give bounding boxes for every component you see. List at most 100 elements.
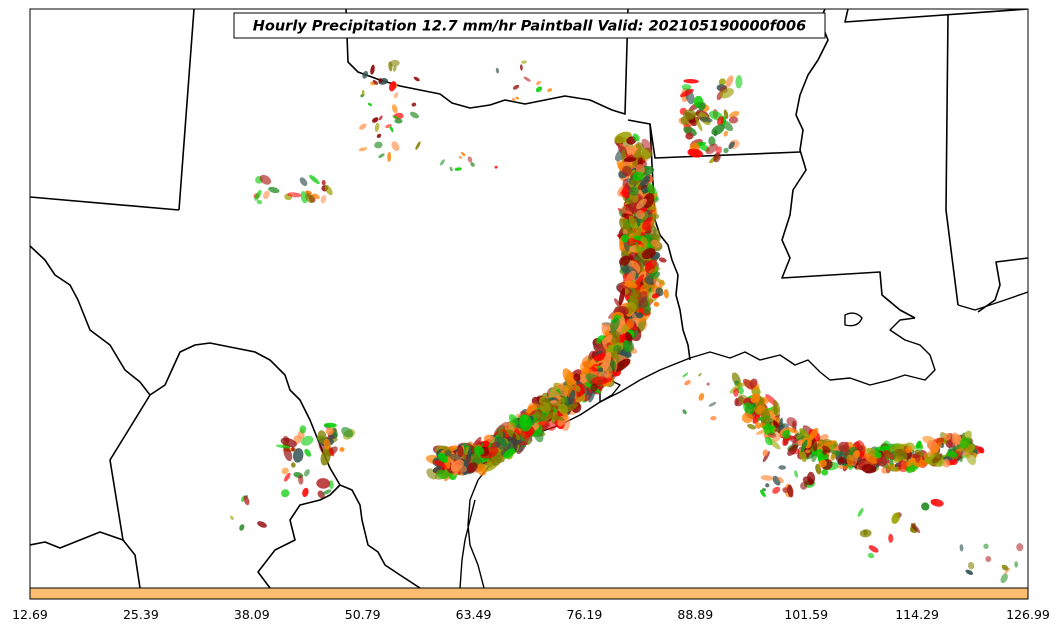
- precip-blob: [679, 88, 694, 98]
- precip-blob: [743, 402, 755, 415]
- precip-blob: [818, 459, 827, 468]
- precip-blob: [450, 459, 464, 472]
- precip-blob: [635, 312, 644, 319]
- colorbar-tick-label: 114.29: [895, 607, 939, 622]
- precip-blob: [650, 239, 661, 249]
- precip-blob: [658, 257, 667, 263]
- mississippi-river-border: [781, 9, 916, 319]
- precip-blob: [763, 423, 774, 436]
- precip-blob: [823, 440, 836, 446]
- precip-blob: [536, 80, 541, 86]
- precip-blob: [461, 152, 466, 157]
- precip-blob: [760, 489, 766, 498]
- precip-blob: [392, 65, 397, 72]
- state-boundaries: [30, 9, 1028, 588]
- arkansas-louisiana-border: [627, 119, 801, 159]
- precip-blob: [811, 438, 818, 452]
- precip-blob: [768, 432, 777, 438]
- precip-blob: [361, 89, 365, 97]
- precip-blob: [316, 478, 331, 489]
- precip-blob: [466, 462, 478, 474]
- precip-blob: [683, 78, 699, 84]
- precip-blob: [705, 143, 718, 155]
- precip-blob: [905, 457, 916, 467]
- precip-blob: [520, 64, 523, 71]
- precip-blob: [287, 192, 302, 198]
- precip-blob: [736, 382, 745, 388]
- precip-blob: [388, 61, 393, 72]
- precip-blob: [1001, 564, 1009, 571]
- precip-blob: [710, 415, 717, 421]
- precip-blob: [494, 436, 507, 450]
- precip-blob: [283, 446, 293, 462]
- precip-blob: [641, 138, 653, 153]
- precip-blob: [256, 199, 263, 205]
- precip-blob: [376, 133, 382, 139]
- precip-blob: [698, 102, 706, 111]
- precip-blob: [636, 198, 647, 210]
- precip-blob: [786, 427, 799, 434]
- precip-blob: [519, 414, 532, 432]
- precip-blob: [291, 446, 295, 452]
- precip-blob: [1000, 573, 1008, 584]
- precip-blob: [554, 397, 568, 407]
- precip-blob: [708, 401, 717, 407]
- precip-blob: [409, 111, 420, 119]
- precip-blob: [930, 454, 944, 464]
- precip-blob: [663, 288, 669, 299]
- precip-blob: [946, 451, 958, 458]
- precip-blob: [359, 123, 367, 130]
- precip-blob: [1014, 561, 1019, 568]
- precip-blob: [713, 152, 721, 163]
- precip-blob: [436, 469, 449, 480]
- precip-blob: [930, 442, 942, 455]
- precip-blob: [1004, 568, 1011, 575]
- precip-blob: [482, 440, 490, 448]
- precip-blob: [521, 60, 527, 64]
- precip-blob: [837, 441, 849, 453]
- precip-blob: [719, 88, 735, 99]
- precip-blob: [628, 252, 636, 257]
- panhandle-east-border: [178, 9, 195, 211]
- precip-blob: [470, 162, 475, 167]
- precip-blob: [778, 465, 786, 470]
- precip-blob: [457, 445, 464, 458]
- precip-blob: [867, 552, 875, 559]
- precip-blob: [444, 449, 452, 457]
- precip-blob: [379, 115, 383, 121]
- precip-blob: [476, 463, 487, 476]
- precip-blob: [323, 422, 337, 428]
- precip-blob: [633, 274, 645, 287]
- precip-blob: [590, 383, 598, 392]
- precip-blob: [512, 97, 516, 102]
- precip-blob: [394, 118, 403, 124]
- precip-blob: [749, 378, 758, 388]
- precip-blob: [786, 417, 798, 428]
- gulf-coast-east: [957, 291, 1028, 311]
- precip-blob: [368, 102, 372, 107]
- precip-blob: [698, 393, 705, 401]
- precip-blob: [681, 84, 692, 91]
- colorbar-tick-label: 50.79: [345, 607, 381, 622]
- precip-blob: [301, 435, 314, 446]
- precip-blob: [729, 111, 740, 118]
- precip-blob: [905, 446, 913, 454]
- precip-blob: [374, 122, 380, 132]
- precip-blob: [794, 470, 799, 478]
- precip-blob: [949, 459, 958, 466]
- precip-blob: [821, 469, 829, 476]
- precip-blob: [393, 92, 399, 99]
- precip-blob: [635, 210, 645, 220]
- precip-blob: [868, 545, 879, 553]
- precip-blob: [733, 388, 739, 397]
- red-river-border: [345, 9, 629, 115]
- precip-blob: [362, 70, 369, 79]
- precip-blob: [387, 151, 392, 162]
- colorbar-tick-label: 76.19: [567, 607, 603, 622]
- precip-blob: [623, 157, 637, 163]
- precip-blob: [262, 190, 270, 200]
- precip-blob: [391, 104, 398, 114]
- precip-blob: [284, 472, 291, 482]
- precip-blob: [374, 141, 383, 149]
- precip-blob: [320, 195, 327, 204]
